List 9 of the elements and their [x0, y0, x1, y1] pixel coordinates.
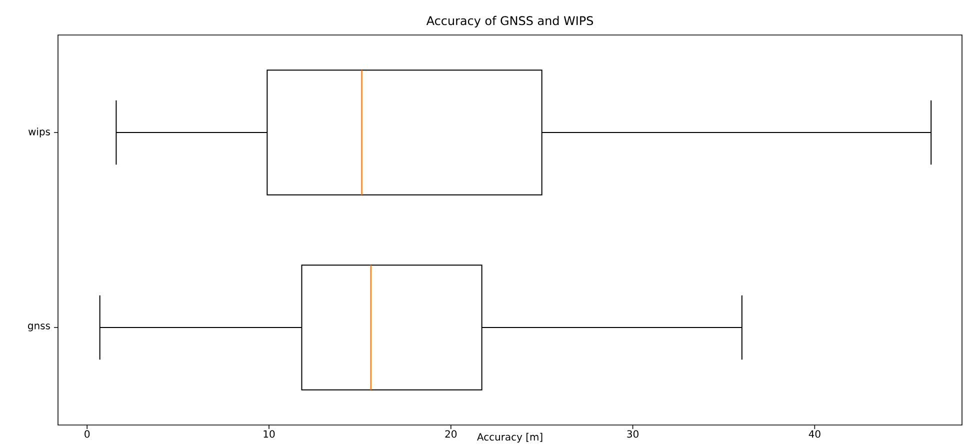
x-tick-label: 20 [445, 430, 457, 438]
chart-title: Accuracy of GNSS and WIPS [426, 16, 594, 28]
x-tick-label: 30 [627, 430, 638, 438]
y-tick-label: wips [28, 128, 50, 138]
x-tick-label: 40 [808, 430, 820, 438]
x-tick-label: 10 [264, 430, 275, 438]
x-axis-title: Accuracy [m] [477, 432, 542, 443]
x-tick-label: 0 [84, 430, 90, 438]
y-tick-label: gnss [28, 324, 50, 332]
